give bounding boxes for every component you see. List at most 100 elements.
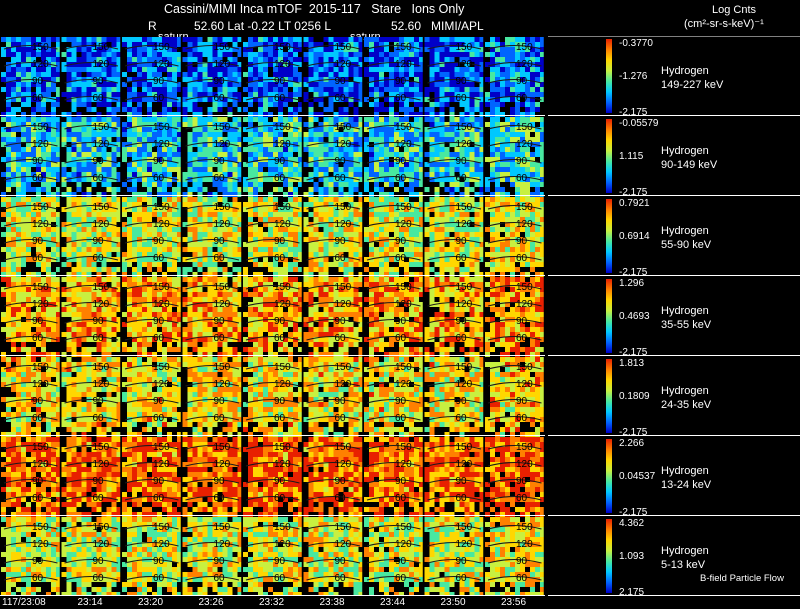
flux-pixel [147, 247, 152, 252]
flux-pixel [535, 107, 540, 112]
flux-pixel [157, 242, 162, 247]
flux-pixel [505, 82, 510, 87]
flux-pixel [479, 127, 485, 132]
flux-pixel [16, 202, 21, 207]
flux-pixel [358, 102, 364, 107]
flux-pixel [535, 52, 540, 57]
flux-pixel [81, 127, 87, 132]
flux-pixel [338, 252, 344, 257]
flux-pixel [399, 57, 404, 62]
flux-pixel [434, 167, 440, 172]
flux-pixel [485, 177, 490, 182]
flux-pixel [515, 127, 520, 132]
flux-pixel [187, 87, 193, 92]
flux-pixel [394, 162, 399, 167]
flux-pixel [348, 97, 354, 102]
flux-pixel [232, 52, 238, 57]
latitude-contour [245, 95, 300, 101]
flux-pixel [394, 137, 399, 142]
flux-pixel [76, 252, 82, 257]
flux-pixel [298, 42, 303, 47]
flux-pixel [157, 167, 162, 172]
flux-pixel [419, 62, 424, 67]
flux-pixel [348, 187, 354, 192]
flux-pixel [182, 167, 188, 172]
flux-pixel [485, 152, 490, 157]
flux-pixel [323, 102, 329, 107]
flux-pixel [338, 112, 344, 117]
flux-pixel [369, 132, 374, 137]
flux-pixel [253, 157, 258, 162]
flux-pixel [268, 227, 273, 232]
flux-pixel [313, 167, 319, 172]
flux-pixel [358, 152, 364, 157]
flux-pixel [313, 127, 319, 132]
flux-pixel [495, 127, 500, 132]
flux-pixel [11, 72, 16, 77]
flux-pixel [101, 257, 107, 262]
flux-pixel [530, 67, 535, 72]
flux-pixel [268, 192, 273, 197]
flux-pixel [394, 247, 399, 252]
flux-pixel [76, 222, 82, 227]
flux-pixel [227, 87, 233, 92]
latitude-contour-label: 60 [93, 93, 105, 104]
flux-pixel [505, 147, 510, 152]
flux-pixel [429, 97, 435, 102]
flux-pixel [389, 132, 394, 137]
flux-pixel [167, 77, 172, 82]
flux-pixel [535, 157, 540, 162]
flux-pixel [167, 247, 172, 252]
flux-pixel [227, 42, 233, 47]
flux-pixel [253, 147, 258, 152]
flux-pixel [248, 57, 253, 62]
flux-pixel [273, 152, 278, 157]
flux-pixel [122, 237, 127, 242]
flux-pixel [323, 87, 329, 92]
flux-pixel [469, 137, 475, 142]
flux-pixel [147, 47, 152, 52]
flux-pixel [182, 262, 188, 267]
flux-pixel [379, 152, 384, 157]
flux-pixel [379, 222, 384, 227]
flux-pixel [343, 202, 349, 207]
flux-pixel [172, 147, 177, 152]
flux-pixel [399, 127, 404, 132]
flux-pixel [449, 72, 455, 77]
flux-pixel [162, 207, 167, 212]
flux-pixel [500, 37, 505, 42]
flux-pixel [414, 147, 419, 152]
flux-pixel [81, 82, 87, 87]
flux-pixel [510, 92, 515, 97]
flux-pixel [313, 112, 319, 117]
flux-pixel [253, 192, 258, 197]
flux-pixel [21, 257, 26, 262]
flux-pixel [449, 117, 455, 122]
flux-pixel [116, 137, 122, 142]
flux-pixel [66, 122, 72, 127]
flux-pixel [31, 72, 36, 77]
flux-pixel [182, 132, 188, 137]
flux-pixel [515, 147, 520, 152]
flux-pixel [343, 102, 349, 107]
flux-pixel [86, 242, 92, 247]
flux-pixel [439, 172, 445, 177]
flux-pixel [122, 202, 127, 207]
flux-pixel [132, 97, 137, 102]
flux-pixel [197, 142, 203, 147]
flux-pixel [389, 62, 394, 67]
flux-pixel [71, 82, 77, 87]
flux-pixel [293, 112, 298, 117]
flux-pixel [449, 122, 455, 127]
flux-pixel [298, 187, 303, 192]
flux-pixel [182, 197, 188, 202]
flux-pixel [207, 267, 213, 272]
flux-pixel [333, 212, 339, 217]
flux-pixel [61, 87, 67, 92]
flux-pixel [26, 232, 31, 237]
flux-pixel [485, 72, 490, 77]
flux-pixel [358, 237, 364, 242]
flux-pixel [122, 122, 127, 127]
flux-pixel [122, 82, 127, 87]
